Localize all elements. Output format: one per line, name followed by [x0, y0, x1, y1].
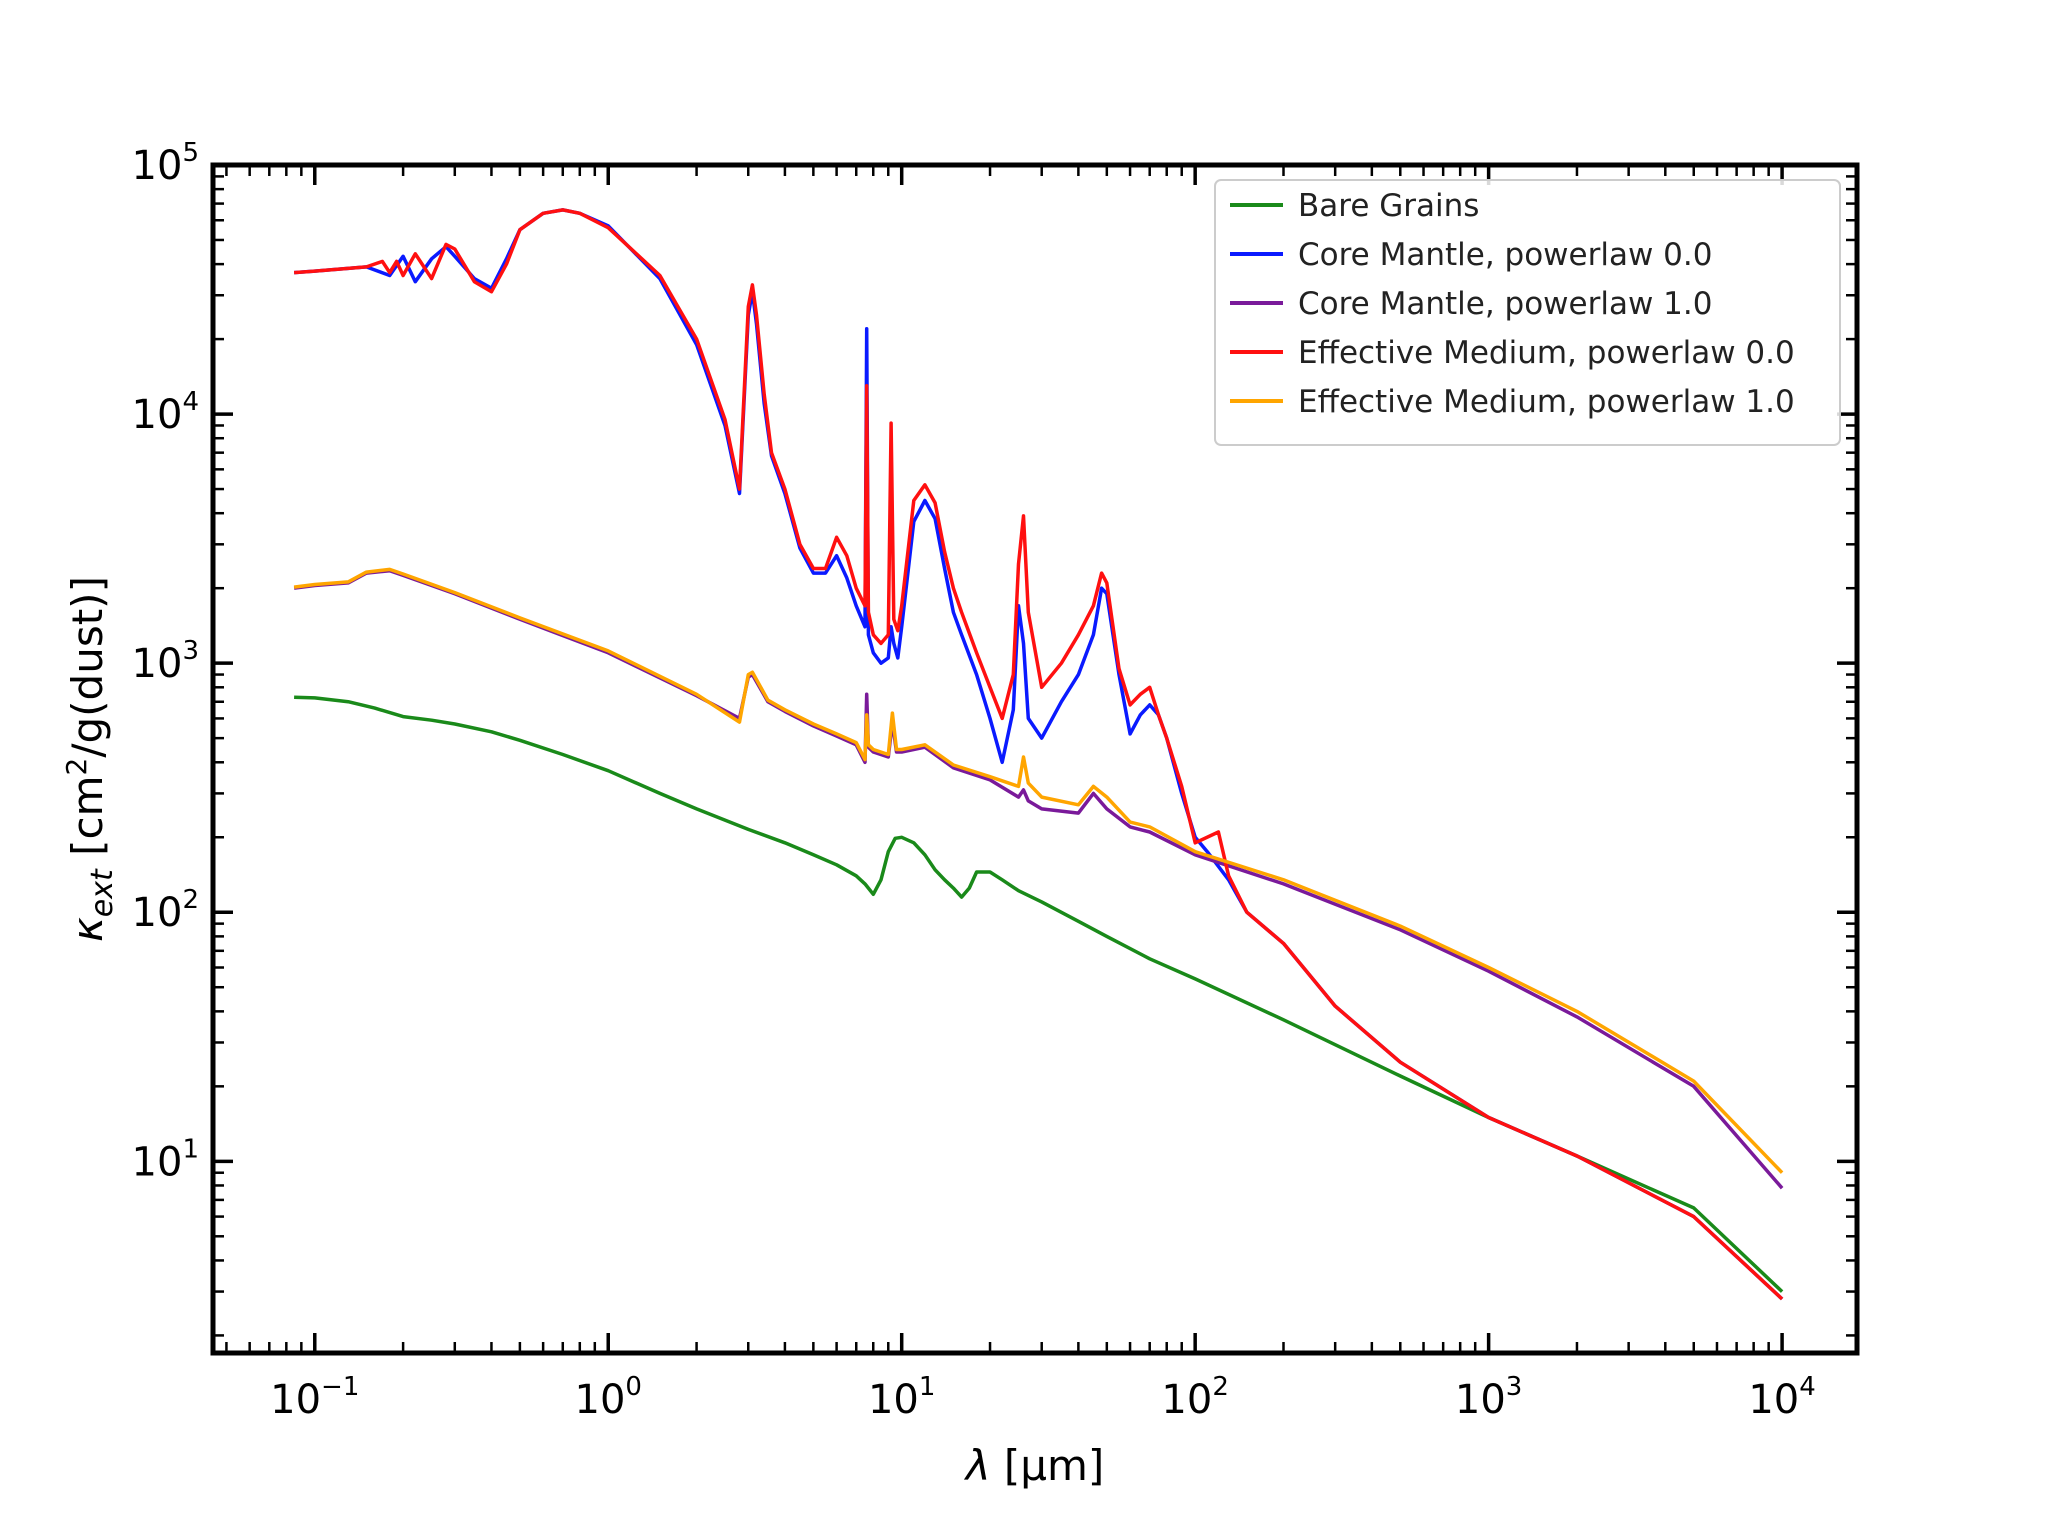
series-line-5: [293, 567, 1784, 1174]
y-axis-unit-pre: [cm: [63, 775, 112, 869]
y-axis-subscript: ext: [85, 868, 120, 917]
y-axis-unit-sup: 2: [60, 758, 93, 776]
y-tick-labels: 101 102 103 104 105: [132, 138, 199, 1185]
y-tick-label: 104: [132, 387, 199, 438]
y-axis-label: κext [cm2/g(dust)]: [60, 576, 120, 942]
legend: Bare Grains Core Mantle, powerlaw 0.0 Core…: [1214, 179, 1841, 446]
legend-label: Core Mantle, powerlaw 1.0: [1298, 286, 1712, 322]
series-line-1: [294, 695, 1784, 1293]
x-tick-label: 104: [1748, 1372, 1815, 1423]
y-tick-label: 105: [132, 138, 199, 189]
legend-box: [1214, 179, 1841, 446]
series-line-4: [293, 208, 1784, 1301]
x-tick-label: 101: [868, 1372, 935, 1423]
legend-label: Bare Grains: [1298, 188, 1479, 224]
x-axis-symbol: λ: [964, 1441, 991, 1490]
series-lines: [293, 208, 1784, 1301]
y-tick-label: 102: [132, 885, 199, 936]
x-tick-label: 10−1: [270, 1372, 359, 1423]
legend-label: Effective Medium, powerlaw 1.0: [1298, 384, 1795, 420]
x-tick-label: 102: [1161, 1372, 1228, 1423]
legend-label: Effective Medium, powerlaw 0.0: [1298, 335, 1795, 371]
x-tick-labels: 10−1 100 101 102 103 104: [270, 1372, 1816, 1423]
x-axis-unit: [μm]: [991, 1441, 1105, 1490]
x-tick-label: 103: [1455, 1372, 1522, 1423]
y-tick-label: 101: [132, 1134, 199, 1185]
legend-label: Core Mantle, powerlaw 0.0: [1298, 237, 1712, 273]
plot-frame: [210, 162, 1860, 1356]
x-axis-label: λ [μm]: [964, 1441, 1105, 1490]
y-axis-unit-post: /g(dust)]: [63, 576, 112, 758]
y-tick-label: 103: [132, 636, 199, 687]
x-tick-label: 100: [575, 1372, 642, 1423]
y-axis-symbol: κ: [63, 917, 112, 942]
